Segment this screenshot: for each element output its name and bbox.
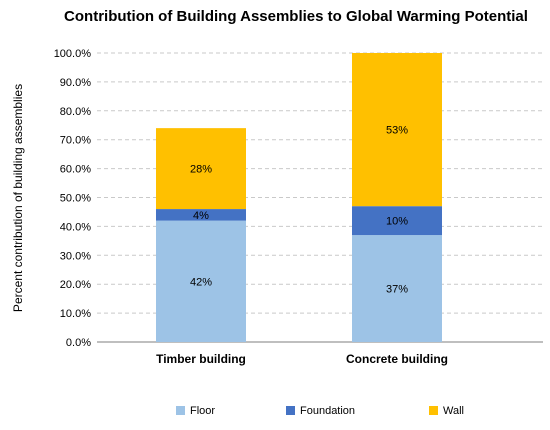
y-tick-label: 60.0% bbox=[60, 164, 91, 176]
bar-segment-floor bbox=[156, 220, 246, 342]
bar-segment-wall bbox=[352, 53, 442, 207]
bar-segment-floor bbox=[352, 235, 442, 342]
legend-label: Wall bbox=[443, 405, 464, 417]
y-tick-label: 30.0% bbox=[60, 250, 91, 262]
bar-segment-foundation bbox=[352, 206, 442, 236]
data-label: 10% bbox=[386, 216, 408, 228]
grid-lines bbox=[97, 52, 543, 314]
category-label: Timber building bbox=[156, 352, 246, 366]
bar-segment-foundation bbox=[156, 209, 246, 221]
category-label: Concrete building bbox=[346, 352, 448, 366]
legend-label: Floor bbox=[190, 405, 215, 417]
data-label: 28% bbox=[190, 164, 212, 176]
legend-swatch-wall bbox=[429, 406, 438, 415]
bar-segment-wall bbox=[156, 128, 246, 210]
y-tick-label: 80.0% bbox=[60, 106, 91, 118]
bars bbox=[156, 53, 442, 342]
chart-title: Contribution of Building Assemblies to G… bbox=[64, 8, 528, 25]
data-label: 37% bbox=[386, 284, 408, 296]
data-labels: 42% 4% 28% 37% 10% 53% bbox=[190, 125, 408, 296]
y-tick-labels: 0.0% 10.0% 20.0% 30.0% 40.0% 50.0% 60.0% 70.0% 8… bbox=[54, 48, 92, 349]
y-tick-label: 50.0% bbox=[60, 193, 91, 205]
legend-swatch-floor bbox=[176, 406, 185, 415]
y-axis-label: Percent contribution of building assembl… bbox=[11, 84, 25, 312]
data-label: 42% bbox=[190, 276, 212, 288]
legend-swatch-foundation bbox=[286, 406, 295, 415]
y-tick-label: 100.0% bbox=[54, 48, 92, 60]
y-tick-label: 10.0% bbox=[60, 308, 91, 320]
y-tick-label: 20.0% bbox=[60, 279, 91, 291]
y-tick-label: 70.0% bbox=[60, 135, 91, 147]
legend-label: Foundation bbox=[300, 405, 355, 417]
y-tick-label: 40.0% bbox=[60, 221, 91, 233]
y-tick-label: 0.0% bbox=[66, 337, 91, 349]
data-label: 4% bbox=[193, 210, 209, 222]
data-label: 53% bbox=[386, 125, 408, 137]
legend: Floor Foundation Wall bbox=[176, 405, 464, 417]
category-labels: Timber building Concrete building bbox=[156, 352, 448, 366]
y-tick-label: 90.0% bbox=[60, 77, 91, 89]
